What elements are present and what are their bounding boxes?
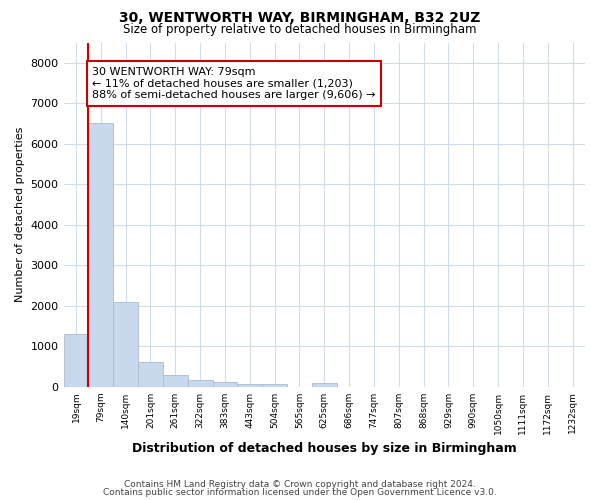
- Bar: [88, 124, 113, 386]
- Bar: [262, 384, 287, 386]
- X-axis label: Distribution of detached houses by size in Birmingham: Distribution of detached houses by size …: [132, 442, 517, 455]
- Text: Contains public sector information licensed under the Open Government Licence v3: Contains public sector information licen…: [103, 488, 497, 497]
- Bar: [188, 380, 212, 386]
- Bar: [64, 334, 88, 386]
- Bar: [312, 383, 337, 386]
- Text: Contains HM Land Registry data © Crown copyright and database right 2024.: Contains HM Land Registry data © Crown c…: [124, 480, 476, 489]
- Bar: [113, 302, 138, 386]
- Bar: [212, 382, 238, 386]
- Text: Size of property relative to detached houses in Birmingham: Size of property relative to detached ho…: [123, 23, 477, 36]
- Text: 30, WENTWORTH WAY, BIRMINGHAM, B32 2UZ: 30, WENTWORTH WAY, BIRMINGHAM, B32 2UZ: [119, 11, 481, 25]
- Bar: [138, 362, 163, 386]
- Y-axis label: Number of detached properties: Number of detached properties: [15, 127, 25, 302]
- Text: 30 WENTWORTH WAY: 79sqm
← 11% of detached houses are smaller (1,203)
88% of semi: 30 WENTWORTH WAY: 79sqm ← 11% of detache…: [92, 67, 376, 100]
- Bar: [238, 384, 262, 386]
- Bar: [163, 374, 188, 386]
